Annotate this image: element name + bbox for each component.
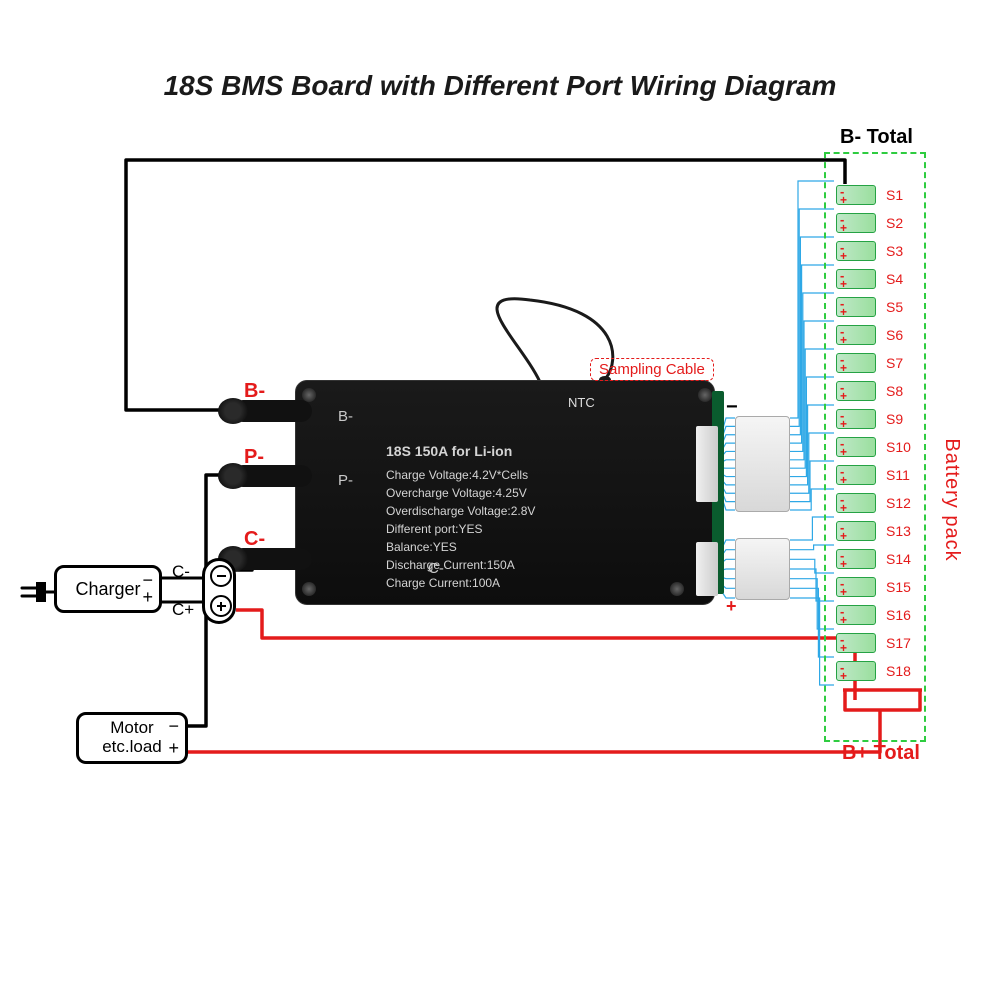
battery-cell — [836, 493, 876, 513]
cable-stub — [232, 400, 312, 422]
sampling-cable-label: Sampling Cable — [590, 358, 714, 381]
battery-cell — [836, 297, 876, 317]
battery-cell — [836, 241, 876, 261]
motor-minus-icon: − — [168, 717, 179, 737]
bms-spec-line: Charge Current:100A — [386, 574, 535, 592]
cable-stub — [232, 548, 312, 570]
cell-label: S3 — [886, 243, 903, 259]
board-label-c-minus: C- — [428, 560, 444, 577]
screw-icon — [670, 582, 684, 596]
battery-cell — [836, 521, 876, 541]
cell-label: S13 — [886, 523, 911, 539]
battery-pack-label: Battery pack — [940, 438, 963, 561]
battery-cell — [836, 437, 876, 457]
cell-label: S9 — [886, 411, 903, 427]
cell-label: S17 — [886, 635, 911, 651]
balance-header-1 — [696, 426, 718, 502]
battery-cell — [836, 549, 876, 569]
cell-label: S6 — [886, 327, 903, 343]
plug-icon — [22, 582, 58, 602]
cell-label: S2 — [886, 215, 903, 231]
battery-cell — [836, 577, 876, 597]
sampling-plus-icon: + — [726, 596, 737, 617]
b-minus-total-label: B- Total — [840, 126, 913, 149]
motor-label-2: etc.load — [102, 738, 162, 757]
b-plus-total-label: B+ Total — [842, 742, 920, 765]
battery-cell — [836, 633, 876, 653]
battery-cell — [836, 381, 876, 401]
battery-cell — [836, 325, 876, 345]
cell-label: S16 — [886, 607, 911, 623]
charger-plus-icon: + — [142, 587, 153, 608]
cell-label: S12 — [886, 495, 911, 511]
balance-header-2 — [696, 542, 718, 596]
motor-box: Motor etc.load − + — [76, 712, 188, 764]
board-label-b-minus: B- — [338, 408, 353, 425]
charger-connector — [202, 558, 236, 624]
battery-cell — [836, 185, 876, 205]
bms-spec-line: Different port:YES — [386, 520, 535, 538]
battery-cell — [836, 465, 876, 485]
cell-label: S14 — [886, 551, 911, 567]
battery-cell — [836, 409, 876, 429]
battery-cell — [836, 213, 876, 233]
cell-label: S10 — [886, 439, 911, 455]
ext-label-b-minus: B- — [244, 380, 265, 403]
cell-label: S7 — [886, 355, 903, 371]
bms-spec-line: Overdischarge Voltage:2.8V — [386, 502, 535, 520]
conn-label-c-plus: C+ — [172, 600, 194, 620]
bms-spec-line: Charge Voltage:4.2V*Cells — [386, 466, 535, 484]
ext-label-p-minus: P- — [244, 446, 264, 469]
cell-label: S1 — [886, 187, 903, 203]
bms-spec-line: Balance:YES — [386, 538, 535, 556]
sampling-connector-1 — [735, 416, 790, 512]
bms-board: 18S 150A for Li-ion Charge Voltage:4.2V*… — [295, 380, 715, 605]
cell-label: S11 — [886, 467, 910, 483]
ntc-label: NTC — [568, 395, 595, 410]
charger-label: Charger — [75, 579, 140, 600]
sampling-minus-icon: − — [726, 396, 738, 419]
cell-label: S18 — [886, 663, 911, 679]
battery-cell — [836, 661, 876, 681]
charger-box: Charger − + — [54, 565, 162, 613]
screw-icon — [302, 582, 316, 596]
sampling-connector-2 — [735, 538, 790, 600]
bms-spec-line: Overcharge Voltage:4.25V — [386, 484, 535, 502]
battery-cell — [836, 353, 876, 373]
bms-spec-line: Discharge Current:150A — [386, 556, 535, 574]
board-label-p-minus: P- — [338, 472, 353, 489]
battery-cell — [836, 269, 876, 289]
motor-plus-icon: + — [168, 739, 179, 759]
motor-label-1: Motor — [110, 719, 153, 738]
screw-icon — [698, 388, 712, 402]
cell-label: S8 — [886, 383, 903, 399]
cell-label: S15 — [886, 579, 911, 595]
cell-label: S4 — [886, 271, 903, 287]
ext-label-c-minus: C- — [244, 528, 265, 551]
bms-heading: 18S 150A for Li-ion — [386, 441, 535, 462]
connector-pin-minus — [210, 565, 232, 587]
bms-spec-text: 18S 150A for Li-ion Charge Voltage:4.2V*… — [386, 441, 535, 592]
battery-cell — [836, 605, 876, 625]
cell-label: S5 — [886, 299, 903, 315]
connector-pin-plus — [210, 595, 232, 617]
conn-label-c-minus: C- — [172, 562, 190, 582]
